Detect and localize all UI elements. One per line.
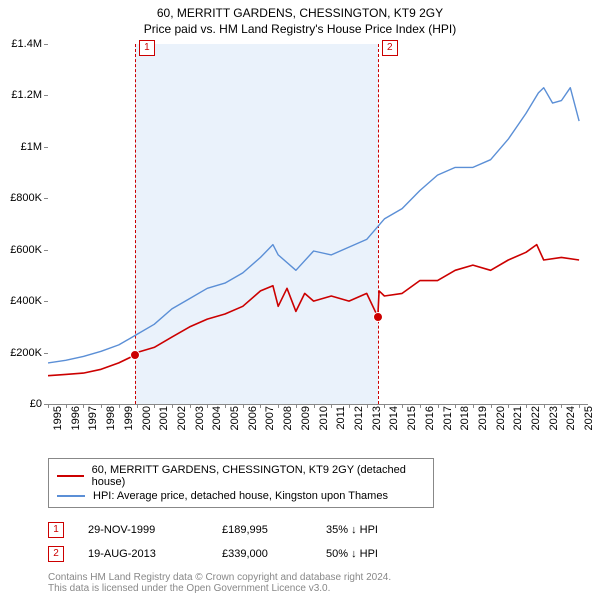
x-axis-label: 2009 [300, 406, 312, 430]
transaction-price: £339,000 [222, 548, 302, 560]
x-tick [491, 404, 492, 408]
x-axis-label: 2013 [371, 406, 383, 430]
x-tick [154, 404, 155, 408]
transaction-delta: 50% ↓ HPI [326, 548, 436, 560]
transaction-date: 19-AUG-2013 [88, 548, 198, 560]
x-tick [260, 404, 261, 408]
series-price_paid [48, 245, 579, 376]
x-tick [349, 404, 350, 408]
x-axis-label: 2011 [335, 406, 347, 430]
x-tick [508, 404, 509, 408]
x-tick [384, 404, 385, 408]
x-axis-label: 2024 [565, 406, 577, 430]
y-axis-label: £0 [30, 398, 42, 410]
legend-row: HPI: Average price, detached house, King… [57, 489, 425, 503]
chart-titles: 60, MERRITT GARDENS, CHESSINGTON, KT9 2G… [0, 6, 600, 36]
x-axis-label: 1996 [70, 406, 82, 430]
x-tick [561, 404, 562, 408]
y-axis-label: £200K [10, 347, 42, 359]
y-axis-label: £800K [10, 192, 42, 204]
x-tick [296, 404, 297, 408]
x-tick [278, 404, 279, 408]
x-axis-label: 2006 [247, 406, 259, 430]
x-axis-label: 2022 [530, 406, 542, 430]
footer-attribution: Contains HM Land Registry data © Crown c… [48, 572, 600, 594]
y-axis-label: £600K [10, 244, 42, 256]
y-axis-label: £1.2M [11, 89, 42, 101]
x-tick [579, 404, 580, 408]
legend-label: HPI: Average price, detached house, King… [93, 490, 388, 502]
transaction-price: £189,995 [222, 524, 302, 536]
x-axis-label: 2018 [459, 406, 471, 430]
x-axis-label: 2001 [158, 406, 170, 430]
x-axis-label: 2003 [194, 406, 206, 430]
x-axis-label: 1995 [52, 406, 64, 430]
x-tick [367, 404, 368, 408]
x-tick [172, 404, 173, 408]
price-marker [130, 350, 140, 360]
series-hpi [48, 88, 579, 363]
x-tick [48, 404, 49, 408]
x-axis-label: 2020 [495, 406, 507, 430]
x-tick [526, 404, 527, 408]
legend-swatch [57, 475, 84, 477]
transaction-badge: 1 [48, 522, 64, 538]
series-lines [48, 44, 588, 404]
x-axis-label: 2012 [353, 406, 365, 430]
x-tick [207, 404, 208, 408]
x-tick [438, 404, 439, 408]
legend-swatch [57, 495, 85, 497]
x-axis-label: 1998 [105, 406, 117, 430]
x-axis-label: 2019 [477, 406, 489, 430]
x-tick [66, 404, 67, 408]
x-axis-label: 1997 [87, 406, 99, 430]
transaction-row: 1 29-NOV-1999 £189,995 35% ↓ HPI [48, 518, 600, 542]
x-tick [544, 404, 545, 408]
legend-label: 60, MERRITT GARDENS, CHESSINGTON, KT9 2G… [92, 464, 425, 488]
x-axis-label: 2004 [211, 406, 223, 430]
x-tick [331, 404, 332, 408]
x-axis-label: 2021 [512, 406, 524, 430]
chart-area: £0£200K£400K£600K£800K£1M£1.2M£1.4M19951… [48, 44, 588, 404]
x-axis-label: 2025 [583, 406, 595, 430]
footer-line-1: Contains HM Land Registry data © Crown c… [48, 572, 600, 583]
x-tick [83, 404, 84, 408]
transaction-delta: 35% ↓ HPI [326, 524, 436, 536]
x-axis-label: 2017 [442, 406, 454, 430]
transaction-date: 29-NOV-1999 [88, 524, 198, 536]
x-tick [190, 404, 191, 408]
x-axis-label: 2015 [406, 406, 418, 430]
x-axis-label: 2016 [424, 406, 436, 430]
x-tick [119, 404, 120, 408]
x-axis-label: 2002 [176, 406, 188, 430]
x-tick [101, 404, 102, 408]
title-line-2: Price paid vs. HM Land Registry's House … [0, 22, 600, 36]
x-axis-label: 2007 [264, 406, 276, 430]
x-axis-label: 2010 [318, 406, 330, 430]
x-axis-label: 2014 [388, 406, 400, 430]
x-axis-label: 2023 [548, 406, 560, 430]
title-line-1: 60, MERRITT GARDENS, CHESSINGTON, KT9 2G… [0, 6, 600, 20]
x-tick [243, 404, 244, 408]
x-tick [314, 404, 315, 408]
x-tick [473, 404, 474, 408]
legend: 60, MERRITT GARDENS, CHESSINGTON, KT9 2G… [48, 458, 434, 508]
x-tick [455, 404, 456, 408]
x-axis-label: 2000 [141, 406, 153, 430]
transaction-row: 219-AUG-2013£339,00050% ↓ HPI [48, 542, 600, 566]
legend-row: 60, MERRITT GARDENS, CHESSINGTON, KT9 2G… [57, 463, 425, 489]
x-tick [137, 404, 138, 408]
y-axis-label: £1.4M [11, 38, 42, 50]
y-axis-label: £1M [21, 141, 42, 153]
x-axis-label: 1999 [123, 406, 135, 430]
x-tick [420, 404, 421, 408]
x-axis-label: 2005 [229, 406, 241, 430]
footer-line-2: This data is licensed under the Open Gov… [48, 583, 600, 594]
x-tick [402, 404, 403, 408]
transactions-table: 129-NOV-1999£189,99535% ↓ HPI219-AUG-201… [48, 518, 600, 566]
price-marker [373, 312, 383, 322]
x-tick [225, 404, 226, 408]
x-axis-label: 2008 [282, 406, 294, 430]
y-axis-label: £400K [10, 295, 42, 307]
